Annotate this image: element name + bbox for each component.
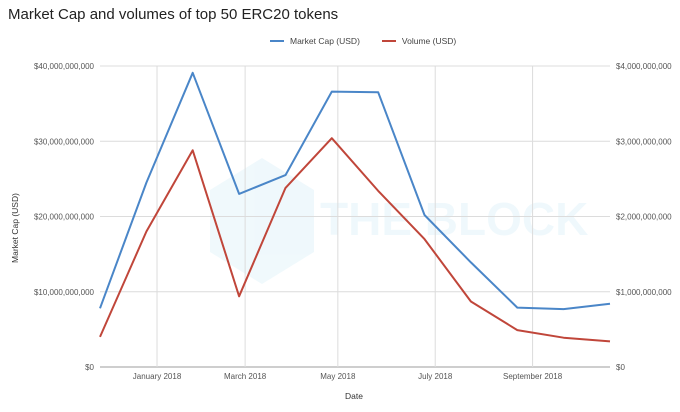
x-tick-label: September 2018 [503, 372, 563, 381]
legend-swatch-market-cap [270, 40, 284, 42]
left-tick-label: $30,000,000,000 [34, 137, 95, 146]
right-tick-label: $3,000,000,000 [616, 137, 672, 146]
x-tick-label: May 2018 [320, 372, 356, 381]
right-axis-ticks: $0 $1,000,000,000 $2,000,000,000 $3,000,000… [616, 62, 672, 372]
right-tick-label: $1,000,000,000 [616, 288, 672, 297]
chart-legend: Market Cap (USD) Volume (USD) [270, 36, 456, 46]
legend-swatch-volume [381, 40, 396, 42]
volume-line [99, 137, 611, 343]
legend-item-volume[interactable]: Volume (USD) [381, 36, 457, 46]
right-tick-label: $0 [616, 363, 625, 372]
legend-item-market-cap[interactable]: Market Cap (USD) [270, 36, 360, 46]
watermark-text: THE BLOCK [320, 193, 588, 245]
left-axis-ticks: $0 $10,000,000,000 $20,000,000,000 $30,000,… [34, 62, 95, 372]
watermark-logo: THE BLOCK [210, 158, 588, 284]
left-tick-label: $0 [85, 363, 94, 372]
left-tick-label: $40,000,000,000 [34, 62, 95, 71]
x-tick-label: July 2018 [418, 372, 453, 381]
grid-lines [100, 65, 610, 368]
y-axis-label: Market Cap (USD) [10, 193, 20, 263]
market-cap-line [99, 71, 611, 311]
watermark-hexagon [210, 158, 314, 284]
chart-title: Market Cap and volumes of top 50 ERC20 t… [8, 6, 339, 23]
left-tick-label: $20,000,000,000 [34, 213, 95, 222]
x-axis-label: Date [345, 391, 363, 401]
x-tick-label: January 2018 [133, 372, 182, 381]
series-lines [99, 71, 611, 343]
left-tick-label: $10,000,000,000 [34, 288, 95, 297]
x-tick-label: March 2018 [224, 372, 267, 381]
legend-label-volume: Volume (USD) [401, 36, 457, 46]
right-tick-label: $2,000,000,000 [616, 213, 672, 222]
x-axis-ticks: January 2018 March 2018 May 2018 July 2018 S… [133, 372, 563, 381]
legend-label-market-cap: Market Cap (USD) [290, 36, 360, 46]
right-tick-label: $4,000,000,000 [616, 62, 672, 71]
